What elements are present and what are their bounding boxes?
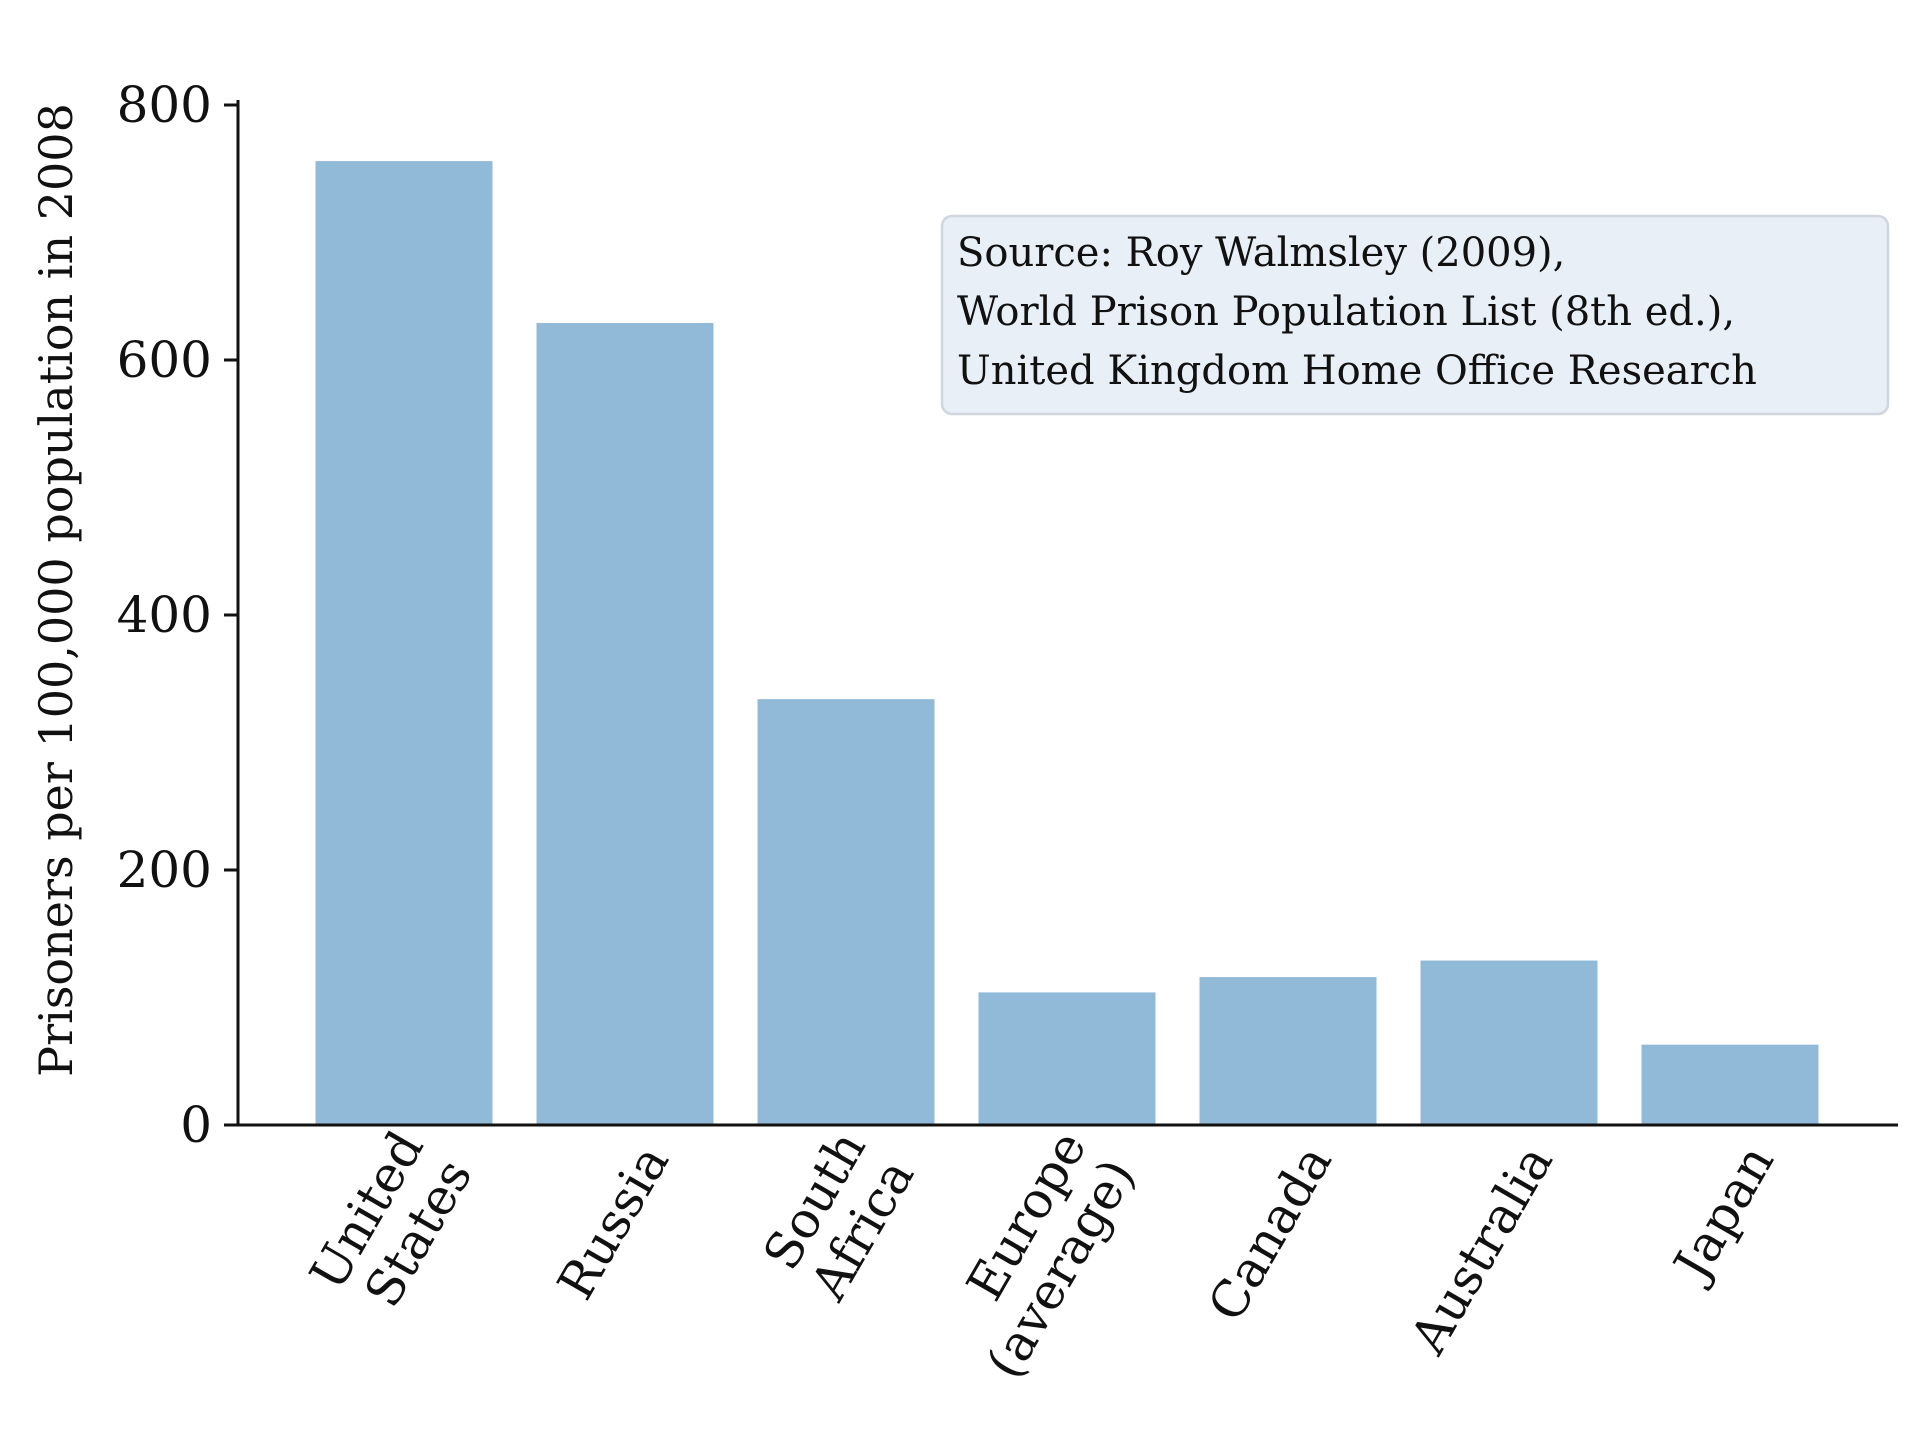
bar-0: [315, 161, 493, 1126]
y-tick-label-2: 400: [117, 586, 212, 644]
x-tick-label-1: Russia: [546, 1136, 680, 1310]
y-ticks: 0 200 400 600 800: [117, 76, 238, 1154]
bar-2: [757, 699, 935, 1125]
source-line-1: Source: Roy Walmsley (2009),: [957, 230, 1565, 276]
source-line-3: United Kingdom Home Office Research: [957, 348, 1757, 394]
bar-1: [536, 323, 714, 1125]
x-tick-label-6: Japan: [1660, 1136, 1785, 1294]
bar-5: [1420, 960, 1598, 1125]
bar-4: [1199, 977, 1377, 1125]
x-tick-label-1-line-0: Russia: [546, 1136, 680, 1310]
source-annotation-box: [940, 214, 1890, 416]
y-tick-label-3: 600: [117, 331, 212, 389]
x-tick-label-4: Canada: [1197, 1136, 1343, 1331]
y-tick-label-0: 0: [180, 1096, 212, 1154]
x-tick-label-5: Australia: [1399, 1136, 1565, 1365]
x-tick-label-5-line-0: Australia: [1399, 1136, 1565, 1365]
bar-6: [1641, 1044, 1819, 1125]
y-tick-label-1: 200: [117, 841, 212, 899]
bars: [315, 161, 1819, 1126]
bar-3: [978, 992, 1156, 1125]
source-annotation: Source: Roy Walmsley (2009), World Priso…: [940, 214, 1890, 416]
x-tick-label-3: Europe(average): [955, 1122, 1146, 1389]
y-axis-label: Prisoners per 100,000 population in 2008: [29, 103, 83, 1077]
y-tick-label-4: 800: [117, 76, 212, 134]
x-tick-label-6-line-0: Japan: [1660, 1136, 1785, 1294]
x-tick-label-4-line-0: Canada: [1197, 1136, 1343, 1331]
source-line-2: World Prison Population List (8th ed.),: [957, 289, 1735, 335]
axes: [236, 100, 1898, 1127]
